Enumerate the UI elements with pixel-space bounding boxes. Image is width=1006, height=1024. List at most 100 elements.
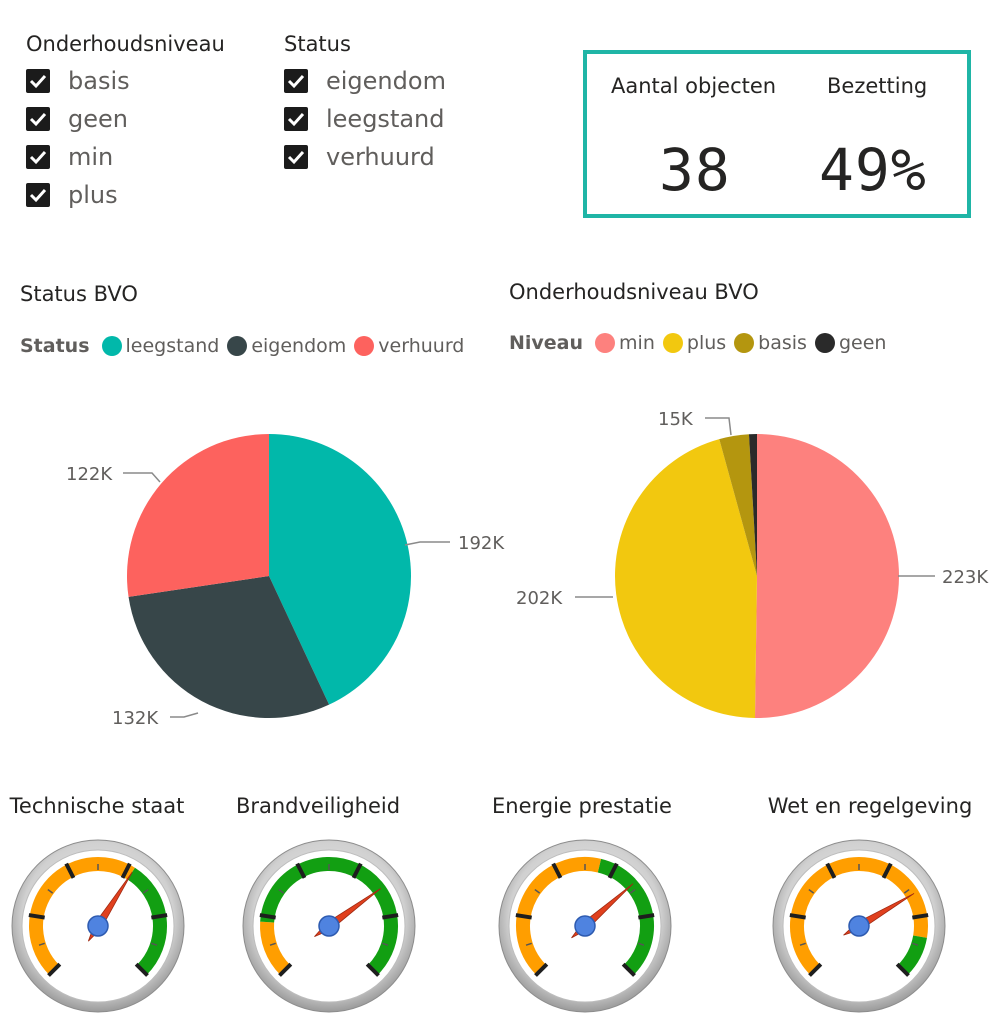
legend-item-geen[interactable]: geen: [814, 332, 887, 354]
pie-chart-niveau[interactable]: [615, 434, 900, 718]
slicer-option-plus[interactable]: plus: [26, 176, 225, 214]
data-label-basis: 15K: [658, 409, 694, 430]
slicer-option-basis[interactable]: basis: [26, 62, 225, 100]
slicer-option-eigendom[interactable]: eigendom: [284, 62, 446, 100]
kpi-label-occupancy: Bezetting: [827, 74, 928, 98]
gauge-band-orange: [516, 857, 602, 975]
legend-label: eigendom: [251, 335, 347, 357]
legend-label: leegstand: [125, 335, 220, 357]
legend-dot-icon: [101, 336, 122, 356]
slicer-option-label: min: [68, 143, 114, 171]
gauge-minor-tick: [808, 888, 815, 894]
gauge-major-tick: [259, 913, 276, 920]
legend-item-plus[interactable]: plus: [662, 332, 727, 354]
gauge-minor-tick: [525, 942, 532, 946]
checkbox-checked-icon[interactable]: [284, 69, 308, 93]
pie-slice-plus[interactable]: [615, 439, 757, 718]
data-label-min: 223K: [942, 567, 989, 588]
checkbox-checked-icon[interactable]: [284, 145, 308, 169]
gauge-title-wet-en-regelgeving: Wet en regelgeving: [767, 794, 973, 818]
legend-label: geen: [838, 332, 887, 354]
gauge-major-tick: [825, 862, 837, 879]
gauge-minor-tick: [269, 942, 276, 946]
gauge-brandveiligheid: [242, 839, 416, 1013]
slicer-option-geen[interactable]: geen: [26, 100, 225, 138]
gauge-title-technische-staat: Technische staat: [9, 794, 185, 818]
gauge-band-orange: [260, 921, 291, 975]
slicer-option-verhuurd[interactable]: verhuurd: [284, 138, 446, 176]
data-label-plus: 202K: [516, 588, 563, 609]
pie-slice-eigendom[interactable]: [128, 576, 330, 718]
gauge-technische-staat: [11, 839, 185, 1013]
leader-line-15k: [705, 417, 732, 436]
kpi-card: Aantal objecten Bezetting 38 49%: [583, 50, 971, 218]
checkbox-checked-icon[interactable]: [26, 107, 50, 131]
legend-item-verhuurd[interactable]: verhuurd: [354, 335, 464, 357]
slicer-option-leegstand[interactable]: leegstand: [284, 100, 446, 138]
gauge-title-energie-prestatie: Energie prestatie: [492, 794, 672, 818]
gauge-major-tick: [120, 862, 132, 879]
gauge-minor-tick: [629, 888, 636, 894]
leader-lines: [123, 417, 935, 718]
pie-slice-min[interactable]: [754, 434, 900, 718]
gauge-wet-en-regelgeving: [772, 839, 946, 1013]
gauge-minor-tick: [912, 942, 919, 946]
legend-dot-icon: [595, 333, 616, 353]
gauge-major-tick: [808, 962, 823, 977]
gauge-band-green: [127, 867, 167, 975]
gauge-major-tick: [621, 962, 636, 977]
gauge-minor-tick: [151, 942, 158, 946]
checkbox-checked-icon[interactable]: [26, 183, 50, 207]
checkbox-checked-icon[interactable]: [26, 69, 50, 93]
pie-slice-basis[interactable]: [719, 434, 757, 576]
pie-slice-geen[interactable]: [748, 434, 757, 576]
slicer-option-min[interactable]: min: [26, 138, 225, 176]
data-label-eigendom: 132K: [112, 708, 159, 729]
gauge-energie-prestatie: [498, 839, 672, 1013]
legend-item-leegstand[interactable]: leegstand: [101, 335, 220, 357]
gauge-major-tick: [638, 913, 655, 920]
legend-label: plus: [686, 332, 727, 354]
gauges-canvas: [11, 839, 946, 1013]
gauge-band-green: [597, 858, 654, 975]
slicer-title: Status: [284, 32, 351, 56]
legend-item-basis[interactable]: basis: [734, 332, 807, 354]
leader-line-132k: [170, 712, 199, 718]
legend-dot-icon: [354, 336, 375, 356]
data-label-leegstand: 192K: [458, 533, 505, 554]
gauge-major-tick: [607, 862, 619, 879]
pie-slice-verhuurd[interactable]: [126, 434, 269, 597]
pie-chart-status[interactable]: [126, 434, 411, 718]
slicer-option-label: basis: [68, 67, 130, 95]
gauge-hub: [848, 915, 870, 937]
legend-title: Status: [20, 335, 90, 357]
pie-slice-leegstand[interactable]: [269, 434, 411, 705]
gauge-major-tick: [881, 862, 893, 879]
gauge-title-brandveiligheid: Brandveiligheid: [235, 794, 401, 818]
gauge-major-tick: [295, 862, 307, 879]
pie-charts-canvas: 192K 132K 122K 223K 202K 15K: [66, 409, 989, 729]
chart-title-onderhoudsniveau-bvo: Onderhoudsniveau BVO: [509, 280, 759, 304]
gauge-major-tick: [789, 913, 806, 920]
gauge-minor-tick: [638, 942, 645, 946]
chart-title-status-bvo: Status BVO: [20, 282, 138, 306]
legend-dot-icon: [227, 336, 248, 356]
gauge-major-tick: [515, 913, 532, 920]
legend-dot-icon: [814, 333, 835, 353]
legend-title: Niveau: [509, 332, 584, 354]
leader-line-192k: [404, 541, 450, 546]
legend-label: min: [619, 332, 655, 354]
gauge-minor-tick: [534, 888, 541, 894]
gauge-band-green: [897, 935, 927, 975]
gauge-major-tick: [351, 862, 363, 879]
legend-item-eigendom[interactable]: eigendom: [227, 335, 346, 357]
checkbox-checked-icon[interactable]: [284, 107, 308, 131]
legend-niveau: Niveau min plus basis geen: [509, 332, 894, 354]
checkbox-checked-icon[interactable]: [26, 145, 50, 169]
legend-item-min[interactable]: min: [595, 332, 655, 354]
gauge-minor-tick: [142, 888, 149, 894]
leader-line-122k: [123, 472, 161, 483]
slicer-option-label: leegstand: [326, 105, 445, 133]
legend-dot-icon: [662, 333, 683, 353]
kpi-value-objects: 38: [659, 136, 731, 204]
